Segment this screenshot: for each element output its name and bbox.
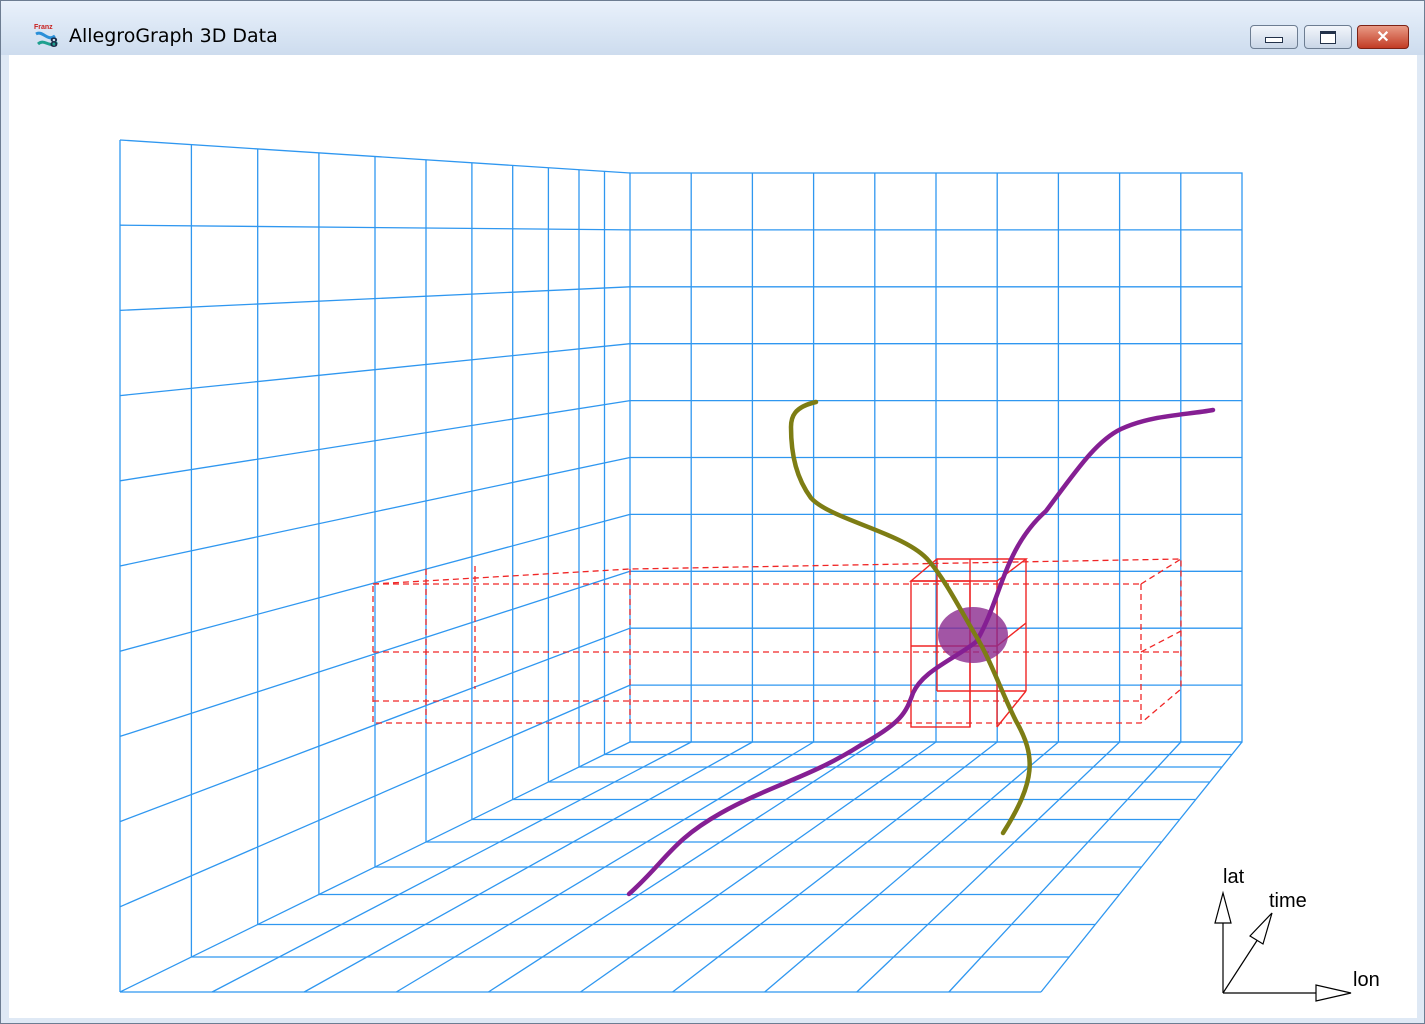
svg-text:Franz: Franz: [34, 24, 53, 31]
axis-indicator: lat time lon: [1214, 866, 1380, 1002]
floor-depth-line: [948, 741, 1182, 993]
close-button[interactable]: ✕: [1357, 25, 1409, 49]
3d-viewport[interactable]: lat time lon: [9, 55, 1417, 1018]
track-purple[interactable]: [626, 407, 1216, 897]
left-wall-hline: [119, 224, 631, 231]
grid-planes: [119, 139, 1243, 993]
left-wall-hline: [119, 286, 631, 312]
floor-depth-line: [672, 741, 998, 993]
floor-depth-line: [856, 741, 1121, 993]
floor-depth-line: [395, 741, 814, 993]
minimize-icon: [1265, 37, 1283, 43]
allegrograph-franz-icon: Franz 8: [34, 24, 58, 50]
floor-depth-line: [580, 741, 937, 993]
3d-scene[interactable]: lat time lon: [9, 55, 1417, 1018]
lat-arrow-icon: [1214, 890, 1232, 924]
left-wall-hline: [119, 627, 631, 823]
lon-axis-label: lon: [1353, 969, 1380, 991]
floor-depth-line: [303, 741, 753, 993]
query-region-box: [372, 558, 1182, 724]
region-corner: [1140, 558, 1182, 585]
close-icon: ✕: [1376, 29, 1390, 46]
title-bar[interactable]: Franz 8 AllegroGraph 3D Data ✕: [1, 1, 1424, 55]
maximize-button[interactable]: [1304, 25, 1352, 49]
time-axis-line: [1222, 938, 1259, 994]
minimize-button[interactable]: [1250, 25, 1298, 49]
time-axis-label: time: [1269, 890, 1307, 912]
region-corner-mid: [1140, 630, 1182, 653]
left-wall-hline: [119, 456, 631, 567]
left-wall-hline: [119, 684, 631, 908]
left-wall-hline: [119, 399, 631, 482]
time-arrow-icon: [1249, 912, 1273, 945]
left-wall-hline: [119, 513, 631, 652]
floor-depth-line: [211, 741, 692, 993]
left-wall-hline: [119, 343, 631, 397]
svg-text:8: 8: [50, 34, 58, 50]
floor-depth-line: [488, 741, 876, 993]
floor-depth-line: [764, 741, 1059, 993]
lat-axis-label: lat: [1223, 866, 1245, 888]
left-wall-hline: [119, 570, 631, 738]
window-title: AllegroGraph 3D Data: [69, 25, 278, 47]
lon-arrow-icon: [1315, 984, 1352, 1002]
track-olive[interactable]: [788, 399, 1032, 836]
maximize-icon: [1320, 30, 1336, 44]
